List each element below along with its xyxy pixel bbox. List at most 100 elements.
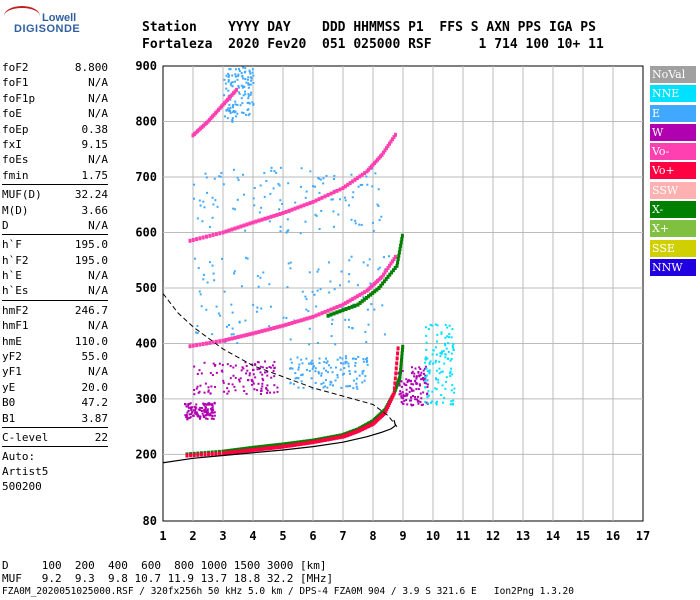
echo-point [200, 407, 203, 410]
trace-point [400, 354, 404, 359]
echo-point [225, 109, 228, 112]
echo-point [314, 370, 317, 373]
echo-point [331, 318, 334, 321]
trace-point [335, 188, 339, 193]
echo-point [189, 413, 192, 416]
trace-point [230, 336, 234, 341]
y-tick-label: 500 [135, 281, 157, 295]
echo-point [209, 392, 212, 395]
echo-point [236, 112, 239, 115]
echo-point [352, 387, 355, 390]
echo-point [376, 203, 379, 206]
echo-point [195, 406, 198, 409]
echo-point [286, 286, 289, 289]
echo-point [204, 382, 207, 385]
echo-point [244, 70, 247, 73]
echo-point [239, 104, 242, 107]
param-row: foF1 N/A [2, 75, 108, 90]
echo-point [199, 384, 202, 387]
x-tick-label: 12 [486, 529, 500, 543]
param-label: foF2 [2, 61, 29, 74]
trace-point [377, 285, 381, 290]
echo-point [268, 220, 271, 223]
echo-point [241, 74, 244, 77]
echo-point [342, 372, 345, 375]
param-label: h`E [2, 269, 22, 283]
echo-point [273, 384, 276, 387]
trace-point [236, 335, 240, 340]
echo-point [226, 392, 229, 395]
echo-point [191, 406, 194, 409]
trace-point [311, 199, 315, 204]
x-tick-label: 4 [249, 529, 256, 543]
echo-point [452, 346, 455, 349]
echo-point [202, 414, 205, 417]
param-value: 55.0 [81, 350, 109, 364]
echo-point [318, 177, 321, 180]
echo-point [448, 333, 451, 336]
echo-point [328, 261, 331, 264]
echo-point [231, 327, 234, 330]
echo-point [414, 380, 417, 383]
trace-point [386, 274, 390, 279]
param-row: h`F 195.0 [2, 237, 108, 252]
echo-point [330, 381, 333, 384]
echo-point [257, 285, 260, 288]
param-separator [2, 184, 108, 186]
echo-point [291, 367, 294, 370]
echo-point [225, 87, 228, 90]
echo-point [287, 229, 290, 232]
trace-point [392, 386, 396, 391]
trace-point [397, 253, 401, 258]
echo-point [231, 81, 234, 84]
echo-point [371, 221, 374, 224]
trace-point [260, 444, 264, 449]
echo-point [198, 390, 201, 393]
echo-point [250, 79, 253, 82]
echo-point [371, 167, 374, 170]
echo-point [276, 386, 279, 389]
trace-point [360, 299, 364, 304]
echo-point [211, 374, 214, 377]
trace-point [254, 447, 258, 452]
param-value: N/A [88, 153, 108, 167]
trace-point [207, 452, 211, 457]
echo-point [307, 310, 310, 313]
echo-point [347, 318, 350, 321]
echo-point [282, 316, 285, 319]
echo-point [252, 382, 255, 385]
echo-point [340, 386, 343, 389]
trace-point [236, 449, 240, 454]
trace-point [272, 445, 276, 450]
trace-point [394, 366, 398, 371]
echo-point [309, 361, 312, 364]
echo-point [205, 308, 208, 311]
echo-point [344, 360, 347, 363]
echo-point [422, 391, 425, 394]
echo-point [192, 409, 195, 412]
echo-point [289, 338, 292, 341]
echo-point [211, 216, 214, 219]
echo-point [322, 367, 325, 370]
trace-point [214, 339, 218, 344]
trace-point [214, 232, 218, 237]
trace-point [239, 334, 243, 339]
echo-point [420, 371, 423, 374]
echo-point [244, 361, 247, 364]
echo-point [206, 412, 209, 415]
param-value: 246.7 [74, 303, 108, 317]
trace-point [399, 364, 403, 369]
echo-point [402, 397, 405, 400]
echo-point [422, 372, 425, 375]
echo-point [331, 198, 334, 201]
echo-point [345, 357, 348, 360]
echo-point [422, 378, 425, 381]
echo-point [242, 112, 245, 115]
param-value: 9.15 [81, 137, 109, 151]
echo-point [228, 68, 231, 71]
trace-point [192, 453, 196, 458]
echo-point [362, 358, 365, 361]
echo-point [297, 366, 300, 369]
echo-point [234, 103, 237, 106]
trace-point [384, 277, 388, 282]
